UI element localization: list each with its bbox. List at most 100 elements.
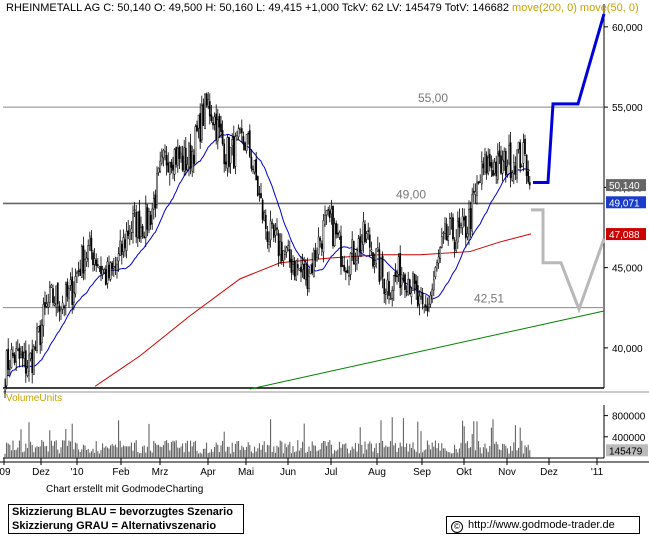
candle-body [12, 352, 14, 356]
x-tick-label: Dez [32, 467, 50, 478]
candle-body [351, 239, 354, 255]
candle-body [328, 210, 331, 218]
candle-body [508, 145, 510, 164]
scenario-grey-path [531, 208, 606, 314]
candle-body [72, 291, 75, 303]
candle-body [189, 144, 192, 169]
candle-body [192, 154, 195, 165]
candle-body [39, 325, 42, 346]
candle-body [253, 159, 256, 173]
candle-body [247, 133, 250, 135]
x-tick-label: Mai [238, 467, 254, 478]
volume-title: VolumeUnits [6, 393, 63, 404]
candle-body [111, 262, 114, 270]
candle-body [408, 279, 411, 295]
candle-body [37, 326, 40, 332]
candle-body [196, 125, 198, 132]
candle-body [74, 276, 77, 295]
candle-body [349, 253, 352, 275]
candle-body [58, 305, 61, 312]
candle-body [68, 287, 70, 299]
candle-body [362, 221, 365, 245]
candle-body [261, 199, 264, 220]
candle-body [212, 122, 214, 126]
website-url[interactable]: http://www.godmode-trader.de [468, 519, 615, 531]
candle-body [242, 136, 245, 145]
website-link[interactable]: © http://www.godmode-trader.de [446, 516, 640, 534]
candle-body [322, 220, 325, 253]
candle-body [50, 284, 53, 288]
candle-body [368, 234, 371, 248]
candle-body [90, 237, 93, 252]
candle-body [135, 211, 138, 238]
candle-body [440, 235, 443, 248]
candle-body [157, 167, 160, 173]
candle-body [471, 194, 474, 232]
candle-body [52, 288, 54, 303]
candle-body [178, 146, 181, 159]
candle-body [452, 217, 454, 240]
candle-body [501, 159, 504, 174]
candle-body [184, 147, 187, 171]
candle-body [20, 354, 22, 358]
candle-body [428, 303, 430, 308]
x-tick-label: Jun [280, 467, 296, 478]
candle-body [524, 138, 526, 155]
candle-body [144, 203, 147, 238]
candle-body [308, 276, 310, 289]
candle-body [168, 161, 171, 175]
y-tick-label: 40,000 [612, 344, 643, 355]
candle-body [108, 264, 110, 278]
candle-body [444, 223, 446, 234]
candle-body [104, 269, 107, 285]
candle-body [509, 142, 512, 178]
candle-body [146, 207, 149, 230]
candle-body [141, 225, 144, 237]
x-tick-label: '10 [70, 467, 83, 478]
candle-body [239, 127, 242, 130]
candle-body [16, 349, 19, 351]
candle-body [317, 236, 320, 255]
candle-body [96, 264, 99, 267]
level-label: 42,51 [474, 292, 504, 306]
candle-body [288, 249, 291, 262]
candle-body [200, 104, 203, 141]
candle-body [333, 223, 336, 247]
candle-body [413, 274, 416, 284]
candle-body [373, 264, 376, 267]
x-tick-label: Sep [413, 467, 431, 478]
candle-body [352, 241, 355, 265]
ma50-badge-text: 49,071 [609, 198, 640, 209]
candle-body [132, 213, 134, 233]
candle-body [100, 265, 102, 274]
ma200-badge-text: 47,088 [609, 230, 640, 241]
candle-body [191, 151, 194, 172]
candle-body [66, 281, 69, 297]
last-price-badge-text: 50,140 [609, 181, 640, 192]
candle-body [375, 248, 378, 264]
candle-body [405, 290, 408, 293]
ma200-badge [606, 228, 646, 241]
candle-body [498, 150, 501, 157]
candle-body [464, 215, 467, 239]
last-price-badge [606, 179, 646, 192]
candle-body [194, 126, 197, 165]
candle-body [378, 249, 381, 282]
candle-body [514, 165, 517, 175]
candle-body [482, 163, 485, 169]
candle-body [298, 268, 301, 271]
level-label: 49,00 [396, 187, 426, 201]
candle-body [500, 155, 502, 174]
candle-body [404, 274, 406, 290]
candle-body [79, 268, 82, 276]
candle-body [188, 143, 190, 168]
ohlc-stats: C: 50,140 O: 49,500 H: 50,160 L: 49,415 … [103, 2, 509, 14]
candle-body [245, 134, 248, 151]
candle-body [244, 142, 246, 151]
candle-body [516, 149, 518, 179]
candle-body [61, 302, 64, 310]
chart-header: RHEINMETALL AG C: 50,140 O: 49,500 H: 50… [6, 2, 639, 14]
candle-body [341, 265, 344, 267]
candle-body [85, 257, 88, 262]
candle-body [287, 245, 290, 251]
